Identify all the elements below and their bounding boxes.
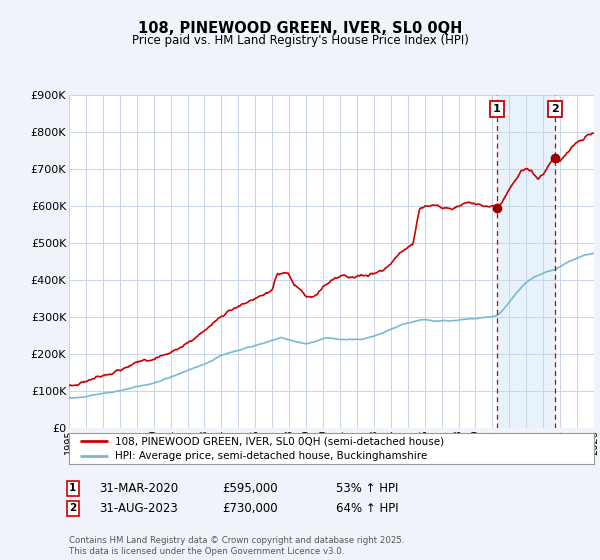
Text: 53% ↑ HPI: 53% ↑ HPI: [336, 482, 398, 495]
Text: 1: 1: [493, 104, 500, 114]
Text: 2: 2: [69, 503, 76, 514]
Text: 108, PINEWOOD GREEN, IVER, SL0 0QH: 108, PINEWOOD GREEN, IVER, SL0 0QH: [138, 21, 462, 36]
Text: Contains HM Land Registry data © Crown copyright and database right 2025.
This d: Contains HM Land Registry data © Crown c…: [69, 536, 404, 556]
Text: Price paid vs. HM Land Registry's House Price Index (HPI): Price paid vs. HM Land Registry's House …: [131, 34, 469, 46]
Text: 2: 2: [551, 104, 559, 114]
Text: 31-AUG-2023: 31-AUG-2023: [99, 502, 178, 515]
Text: 1: 1: [69, 483, 76, 493]
Text: 31-MAR-2020: 31-MAR-2020: [99, 482, 178, 495]
Text: 64% ↑ HPI: 64% ↑ HPI: [336, 502, 398, 515]
Text: HPI: Average price, semi-detached house, Buckinghamshire: HPI: Average price, semi-detached house,…: [115, 451, 427, 461]
Bar: [497, 95, 554, 428]
Text: 108, PINEWOOD GREEN, IVER, SL0 0QH (semi-detached house): 108, PINEWOOD GREEN, IVER, SL0 0QH (semi…: [115, 436, 445, 446]
Text: £595,000: £595,000: [222, 482, 278, 495]
Text: £730,000: £730,000: [222, 502, 278, 515]
